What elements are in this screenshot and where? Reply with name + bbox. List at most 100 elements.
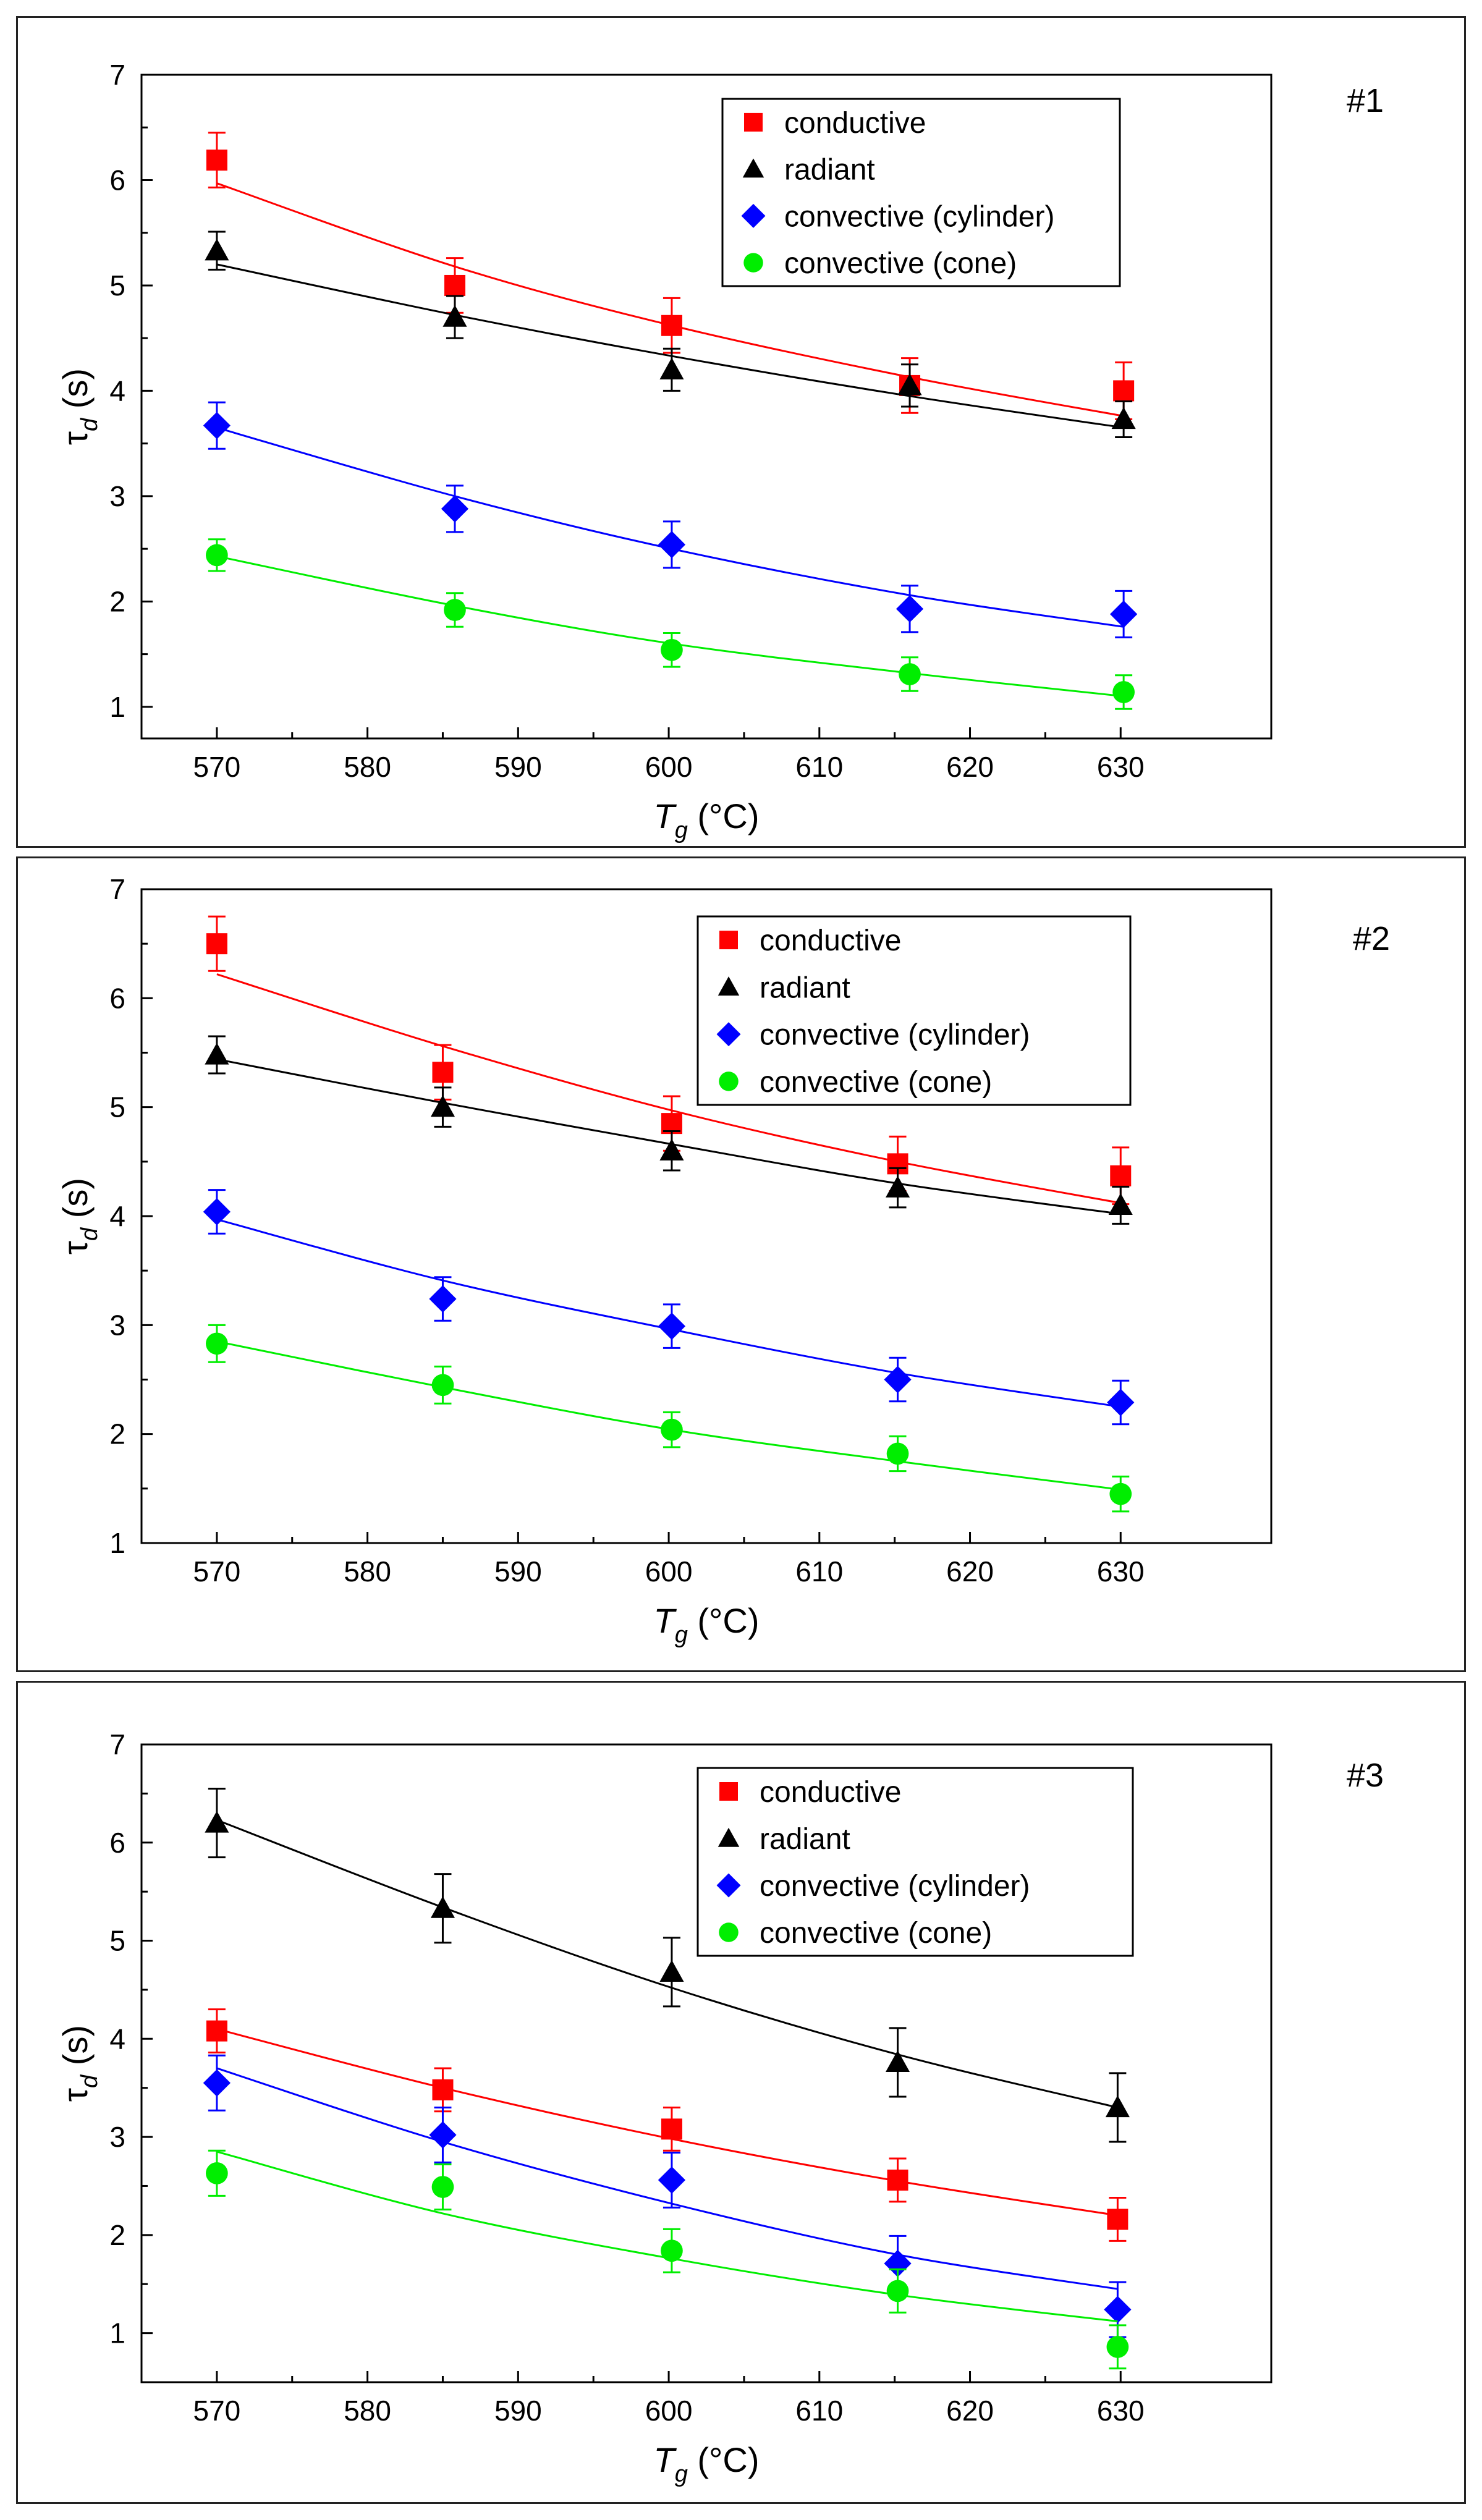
legend-label: convective (cone) [760,1917,992,1950]
y-tick-label: 3 [109,1309,125,1341]
y-tick-label: 6 [109,982,125,1014]
data-point [431,1374,454,1397]
data-point [442,305,467,327]
y-tick-label: 4 [109,374,125,407]
legend-label: conductive [760,1776,901,1809]
legend-marker [742,158,764,178]
data-point [661,2239,683,2262]
data-point [661,1418,683,1441]
data-point [441,495,469,523]
data-point [884,1366,912,1393]
data-point [661,315,682,336]
data-point [1104,2296,1132,2323]
x-axis-label: Tg (°C) [653,1601,759,1648]
data-point [886,2280,909,2302]
data-point [884,2249,912,2277]
data-point [1106,2335,1129,2358]
x-tick-label: 570 [193,2395,240,2427]
legend-label: convective (cylinder) [784,200,1054,233]
legend-label: convective (cylinder) [760,1870,1030,1903]
x-axis-label: Tg (°C) [653,797,759,844]
y-tick-label: 1 [109,2317,125,2349]
legend-marker [716,1022,741,1047]
x-tick-label: 580 [344,1555,391,1588]
x-tick-label: 590 [494,751,542,783]
y-tick-label: 1 [109,1527,125,1559]
data-point [659,1960,684,1982]
data-point [206,933,227,955]
data-point [206,2162,228,2184]
data-point [432,2079,454,2100]
x-tick-label: 600 [645,751,693,783]
legend-box [697,915,1132,1106]
legend: conductive radiant convective (cylinder) co… [721,98,1121,287]
data-point [899,663,921,685]
x-tick-label: 630 [1097,751,1145,783]
legend-marker [719,1072,739,1091]
series-convective-cone- [206,538,1135,710]
chart-panel-1: 570 580 590 600 610 620 630 1 2 3 4 5 6 7 Tg (°C) τd (s… [16,16,1466,848]
data-point [659,1138,684,1161]
data-point [661,2118,682,2140]
x-tick-label: 630 [1097,1555,1145,1588]
data-point [205,1811,229,1833]
legend-label: conductive [784,107,926,140]
legend: conductive radiant convective (cylinder) co… [697,1767,1134,1957]
data-point [1113,380,1135,402]
x-axis-label: Tg (°C) [653,2440,759,2487]
legend-marker [744,112,763,132]
x-tick-label: 610 [795,751,843,783]
legend-label: conductive [760,924,901,957]
y-tick-label: 3 [109,2121,125,2153]
legend-label: radiant [760,1823,850,1856]
data-point [444,599,466,621]
legend-marker [719,931,738,950]
legend-label: radiant [760,971,850,1004]
y-tick-label: 7 [109,1728,125,1761]
data-point [205,1042,229,1065]
y-axis-label: τd (s) [56,1178,103,1254]
data-point [1109,1482,1132,1505]
x-tick-label: 590 [494,1555,542,1588]
y-tick-label: 5 [109,1091,125,1123]
legend-marker [718,976,740,996]
y-axis-label: τd (s) [56,2025,103,2102]
data-point [1112,681,1135,703]
y-tick-label: 4 [109,2023,125,2055]
fit-curve [216,426,1124,628]
y-tick-label: 7 [109,59,125,91]
data-point [661,638,683,661]
fit-curve [216,1218,1121,1408]
data-point [206,1332,228,1355]
data-point [430,1896,455,1918]
legend-marker [743,253,763,273]
y-tick-label: 2 [109,585,125,617]
series-convective-cone- [206,2149,1129,2370]
chart-panel-2: 570 580 590 600 610 620 630 1 2 3 4 5 6 7 Tg (°C) τd (s… [16,856,1466,1672]
data-point [203,1198,231,1226]
y-tick-label: 5 [109,1925,125,1957]
data-point [431,2176,454,2198]
legend-marker [718,1827,740,1847]
x-tick-label: 580 [344,751,391,783]
fit-curve [216,1340,1121,1491]
panel-label: #2 [1353,920,1390,957]
series-radiant [205,1787,1130,2143]
data-point [206,2020,227,2042]
data-point [430,1095,455,1117]
x-tick-label: 620 [946,1555,994,1588]
data-point [1108,1193,1133,1216]
legend-marker [719,1782,738,1801]
panel-label: #1 [1347,82,1384,119]
data-point [1105,2095,1130,2118]
data-point [887,2169,908,2191]
panel-label: #3 [1347,1757,1384,1794]
data-point [658,531,686,559]
chart-2: 570 580 590 600 610 620 630 1 2 3 4 5 6 7 Tg (°C) τd (s… [56,873,1390,1648]
data-point [658,2166,686,2194]
legend-label: convective (cone) [784,247,1017,280]
legend-marker [719,1922,739,1942]
data-point [1107,2209,1128,2230]
data-point [885,1175,910,1198]
y-tick-label: 6 [109,164,125,196]
